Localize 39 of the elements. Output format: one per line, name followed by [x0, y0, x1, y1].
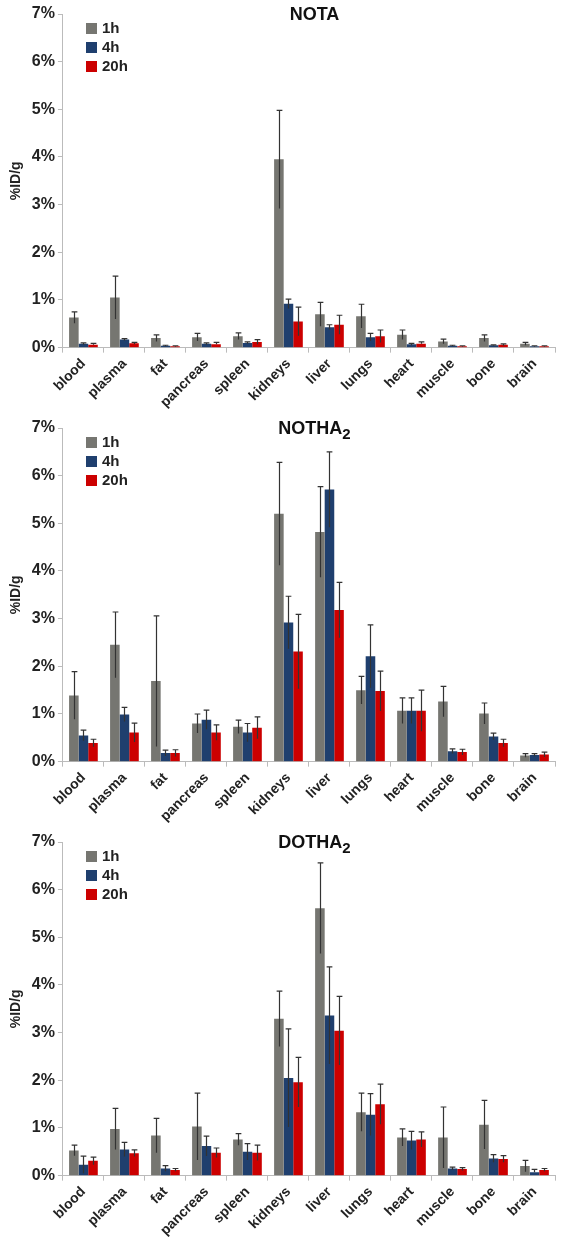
y-tick-label: 1%: [31, 1118, 55, 1136]
y-axis-title: %ID/g: [7, 161, 24, 201]
legend-label: 20h: [102, 471, 128, 488]
y-tick-label: 2%: [31, 242, 55, 260]
legend-label: 1h: [102, 433, 120, 450]
y-tick-label: 6%: [31, 466, 55, 484]
y-tick-label: 4%: [31, 975, 55, 993]
y-tick-label: 5%: [31, 99, 55, 117]
y-tick-label: 3%: [31, 195, 55, 213]
y-tick-label: 6%: [31, 52, 55, 70]
y-axis-title: %ID/g: [7, 989, 24, 1029]
legend-label: 4h: [102, 866, 120, 883]
y-tick-label: 2%: [31, 656, 55, 674]
legend-label: 20h: [102, 57, 128, 74]
y-tick-label: 7%: [31, 4, 55, 22]
y-tick-label: 0%: [31, 752, 55, 770]
chart-title: NOTHA$_{2}$: [278, 418, 351, 442]
y-tick-label: 7%: [31, 832, 55, 850]
legend-label: 4h: [102, 452, 120, 469]
y-tick-label: 5%: [31, 927, 55, 945]
y-tick-label: 6%: [31, 880, 55, 898]
y-tick-label: 5%: [31, 513, 55, 531]
legend-label: 20h: [102, 885, 128, 902]
chart-title: DOTHA$_{2}$: [278, 832, 351, 856]
y-tick-label: 7%: [31, 418, 55, 436]
y-tick-label: 2%: [31, 1070, 55, 1088]
y-tick-label: 1%: [31, 704, 55, 722]
y-tick-label: 3%: [31, 1023, 55, 1041]
chart-title: NOTA: [289, 4, 340, 24]
y-tick-label: 1%: [31, 290, 55, 308]
y-tick-label: 4%: [31, 147, 55, 165]
y-tick-label: 4%: [31, 561, 55, 579]
y-tick-label: 0%: [31, 1166, 55, 1184]
legend-label: 4h: [102, 38, 120, 55]
y-tick-label: 3%: [31, 609, 55, 627]
y-tick-label: 0%: [31, 338, 55, 356]
y-axis-title: %ID/g: [7, 575, 24, 615]
legend-label: 1h: [102, 847, 120, 864]
legend-label: 1h: [102, 19, 120, 36]
